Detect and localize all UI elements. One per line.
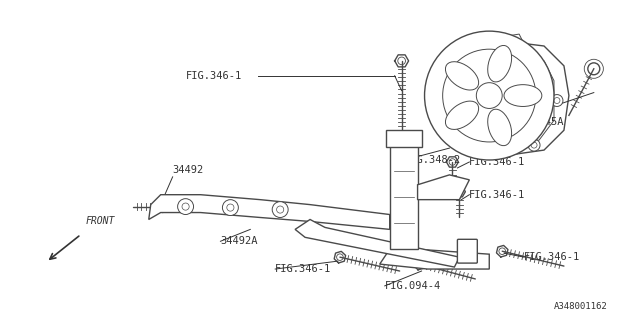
Polygon shape	[295, 220, 460, 267]
Polygon shape	[148, 195, 390, 229]
Text: FRONT: FRONT	[86, 216, 115, 227]
Text: FIG.346-1: FIG.346-1	[524, 252, 580, 262]
Text: FIG.346-1: FIG.346-1	[469, 190, 525, 200]
Circle shape	[424, 31, 554, 160]
Circle shape	[551, 95, 563, 107]
Polygon shape	[494, 34, 524, 48]
Polygon shape	[504, 56, 554, 143]
Polygon shape	[489, 41, 569, 155]
Polygon shape	[157, 201, 168, 212]
Ellipse shape	[488, 45, 511, 82]
Text: 34445A: 34445A	[526, 117, 564, 127]
Ellipse shape	[488, 109, 511, 146]
Polygon shape	[417, 175, 469, 200]
Polygon shape	[334, 251, 346, 263]
Circle shape	[523, 48, 535, 60]
Polygon shape	[386, 130, 422, 147]
Ellipse shape	[445, 62, 479, 90]
Polygon shape	[380, 249, 489, 269]
Polygon shape	[390, 145, 417, 249]
Polygon shape	[453, 187, 465, 197]
Polygon shape	[447, 157, 458, 167]
FancyBboxPatch shape	[458, 239, 477, 263]
Polygon shape	[414, 258, 426, 270]
Ellipse shape	[504, 85, 542, 107]
Circle shape	[476, 83, 502, 108]
Text: A348001162: A348001162	[554, 302, 608, 311]
Text: FIG.346-1: FIG.346-1	[275, 264, 332, 274]
Ellipse shape	[445, 101, 479, 129]
Text: FIG.346-1: FIG.346-1	[186, 71, 242, 81]
Circle shape	[178, 199, 193, 214]
Text: FIG.346-1: FIG.346-1	[469, 157, 525, 167]
Text: 34492: 34492	[173, 165, 204, 175]
Text: 34492A: 34492A	[220, 236, 258, 246]
Polygon shape	[497, 245, 508, 257]
Text: FIG.348-2: FIG.348-2	[404, 155, 461, 165]
Circle shape	[528, 139, 540, 151]
Polygon shape	[395, 55, 408, 67]
Circle shape	[223, 200, 238, 215]
Circle shape	[272, 202, 288, 218]
Text: FIG.094-4: FIG.094-4	[385, 281, 441, 291]
Circle shape	[588, 63, 600, 75]
